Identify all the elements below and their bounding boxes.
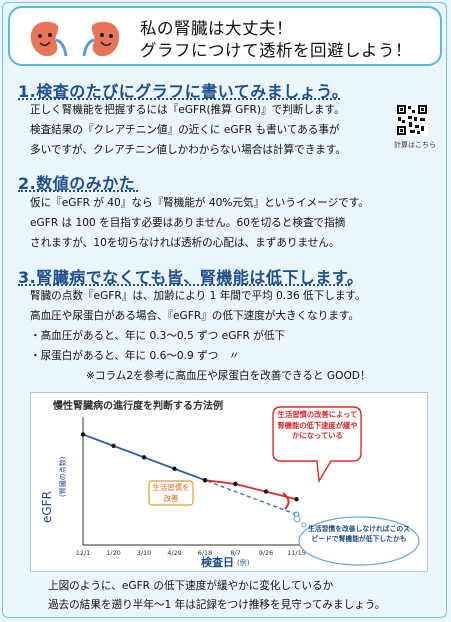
section3-line: ・尿蛋白があると、年に 0.6～0.9 ずつ 〃: [30, 350, 240, 362]
kidney-left-icon: [30, 21, 68, 57]
y-axis-label: eGFR: [40, 491, 54, 523]
section2-underline: [18, 190, 138, 192]
improved-label: 生活習慣の改善によって腎機能の低下速度が緩やかになっている: [277, 410, 358, 440]
section2-line: されますが、10を切らなければ透析の心配は、まずありません。: [30, 237, 340, 249]
x-tick-label: 6/18: [198, 549, 213, 557]
section2-title: 2.数値のみかた: [18, 174, 136, 193]
y-axis-note: (腎臓の点数): [58, 456, 67, 497]
after-point: [233, 481, 238, 487]
header-box: 私の腎臓は大丈夫！ グラフにつけて透析を回避しよう！: [8, 6, 442, 66]
after-point: [263, 489, 269, 494]
noimprove-label: 生活習慣を改善しなければこのスピードで腎機能が低下したかも: [308, 525, 410, 543]
footer-line: 過去の結果を遡り半年～1 年は記録をつけ推移を見守ってみましょう。: [48, 599, 386, 611]
section2-line: 仮に『eGFR が 40』なら『腎機能が 40%元気』というイメージです。: [30, 197, 369, 209]
before-point: [141, 455, 147, 460]
header-title-line1: 私の腎臓は大丈夫！: [140, 19, 293, 38]
x-axis-note: (例): [237, 558, 250, 567]
section2-line: eGFR は 100 を目指す必要はありません。60を切ると検査で指摘: [30, 217, 346, 229]
header-title: 私の腎臓は大丈夫！ グラフにつけて透析を回避しよう！: [140, 18, 440, 62]
page-border: [2, 2, 447, 618]
lifestyle-box: [148, 480, 194, 506]
chart-title: 慢性腎臓病の進行度を判断する方法例: [53, 399, 223, 412]
x-axis-label: 検査日: [201, 555, 234, 569]
section1-underline: [18, 98, 340, 100]
section1-line: 正しく腎機能を把握するには『eGFR(推算 GFR)』で判断します。: [30, 104, 345, 116]
section3-line: 高血圧や尿蛋白がある場合、『eGFR』の低下速度が大きくなります。: [30, 310, 360, 322]
cloud-dot: [293, 515, 301, 523]
section1-title: 1.検査のたびにグラフに書いてみましょう。: [18, 82, 349, 101]
x-tick-label: 9/26: [259, 549, 274, 557]
improved-callout: [272, 406, 362, 484]
x-tick-label: 12/1: [76, 549, 91, 557]
x-tick-label: 1/20: [106, 549, 121, 557]
section1-body: 正しく腎機能を把握するには『eGFR(推算 GFR)』で判断します。 検査結果の…: [30, 100, 346, 160]
lifestyle-label: 生活習慣を改善: [152, 483, 190, 503]
qr-caption: 計算はこちら: [394, 141, 436, 149]
footer-line: 上図のように、eGFR の低下速度が緩やかに変化しているか: [48, 580, 334, 592]
after-point: [202, 477, 208, 483]
section3-note: ※コラム2を参考に高血圧や尿蛋白を改善できると GOOD！: [86, 370, 371, 382]
x-tick-label: 8/7: [230, 549, 240, 557]
section3-line: ・高血圧があると、年に 0.3～0.5 ずつ eGFR が低下: [30, 330, 286, 342]
kidney-right-icon: [82, 21, 120, 57]
section1-line: 多いですが、クレアチニン値しかわからない場合は計算できます。: [30, 144, 347, 156]
section2-body: 仮に『eGFR が 40』なら『腎機能が 40%元気』というイメージです。 eG…: [30, 193, 369, 253]
noimprove-cloud: [298, 516, 420, 566]
footer-text: 上図のように、eGFR の低下速度が緩やかに変化しているか 過去の結果を遡り半年…: [48, 577, 385, 615]
egfr-chart: 慢性腎臓病の進行度を判断する方法例 12/1 1/20 3/10 4/29 6/18 8/…: [40, 399, 420, 569]
after-series-line: [204, 479, 297, 501]
x-tick-label: 3/10: [137, 549, 152, 557]
section3-body: 腎臓の点数『eGFR』は、加齢により 1 年間で平均 0.36 低下します。 高…: [30, 286, 371, 386]
before-point: [172, 466, 177, 471]
after-point: [294, 497, 299, 502]
section3-underline: [18, 284, 350, 286]
section3-title: 3.腎臓病でなくても皆、腎機能は低下します。: [18, 268, 364, 287]
x-tick-label: 11/15: [287, 549, 306, 557]
section1-line: 検査結果の『クレアチニン値』の近くに eGFR も書いてある事が: [30, 124, 340, 136]
cloud-dot: [301, 522, 307, 528]
header-title-line2: グラフにつけて透析を回避しよう！: [140, 41, 412, 60]
before-point: [80, 432, 86, 437]
red-arrow: [282, 492, 290, 510]
x-tick-label: 4/29: [167, 549, 182, 557]
section3-line: 腎臓の点数『eGFR』は、加齢により 1 年間で平均 0.36 低下します。: [30, 290, 366, 302]
before-point: [111, 443, 116, 449]
chart-card: 慢性腎臓病の進行度を判断する方法例 12/1 1/20 3/10 4/29 6/18 8/…: [30, 392, 428, 572]
qr-code-icon[interactable]: [396, 104, 428, 136]
